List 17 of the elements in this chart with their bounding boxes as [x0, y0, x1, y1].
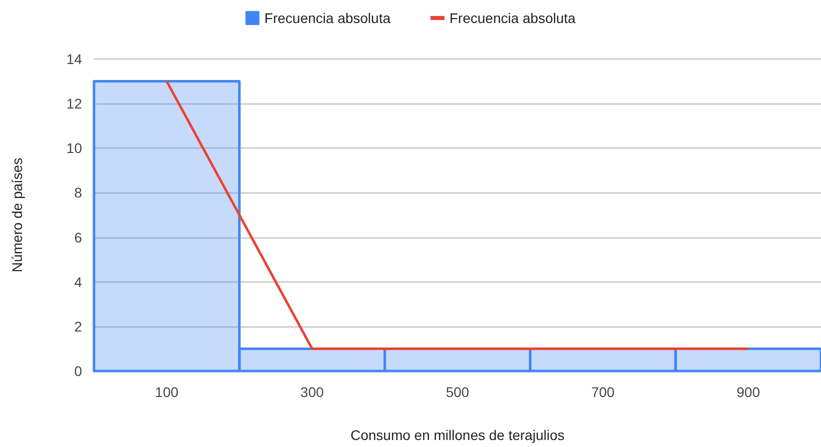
y-tick-label: 2	[74, 318, 82, 334]
y-tick-label: 10	[66, 140, 82, 156]
y-tick-label: 14	[66, 51, 82, 67]
x-tick-label: 100	[155, 384, 179, 400]
x-tick-label: 500	[446, 384, 470, 400]
y-tick-label: 4	[74, 274, 82, 290]
x-tick-label: 900	[736, 384, 760, 400]
x-tick-label: 300	[300, 384, 324, 400]
x-tick-label: 700	[591, 384, 615, 400]
x-axis-title: Consumo en millones de terajulios	[350, 427, 564, 443]
y-tick-label: 0	[74, 363, 82, 379]
y-tick-label: 8	[74, 184, 82, 201]
y-tick-label: 12	[66, 96, 82, 112]
y-tick-label: 6	[74, 229, 82, 246]
legend-label: Frecuencia absoluta	[450, 10, 576, 26]
legend-label: Frecuencia absoluta	[264, 10, 391, 26]
y-axis-title: Número de países	[9, 158, 25, 272]
